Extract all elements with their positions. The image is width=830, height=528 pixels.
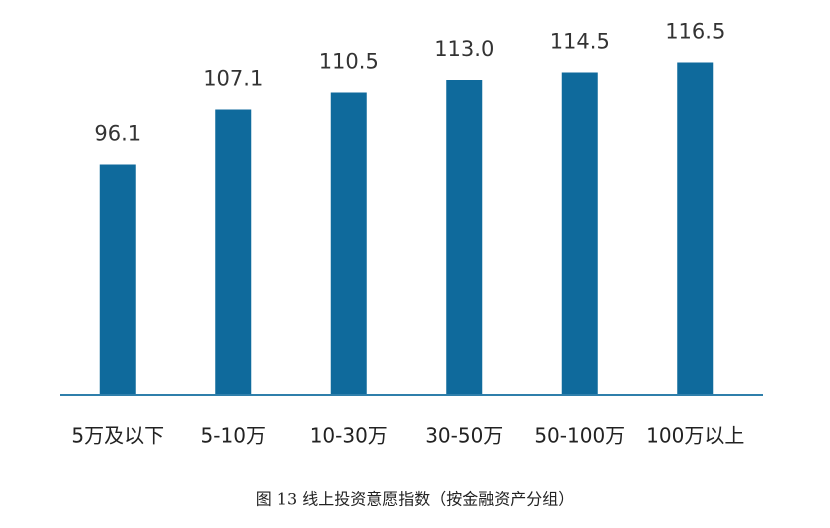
x-tick-label: 5-10万	[201, 424, 266, 448]
x-tick-label: 10-30万	[310, 424, 388, 448]
x-tick-label: 50-100万	[534, 424, 625, 448]
value-label: 116.5	[665, 20, 725, 44]
bar	[677, 62, 714, 395]
bar	[561, 72, 598, 395]
bar	[99, 164, 136, 395]
x-tick-label: 5万及以下	[71, 424, 164, 448]
value-label: 96.1	[94, 122, 141, 146]
bar	[446, 80, 483, 395]
x-tick-label: 30-50万	[425, 424, 503, 448]
value-label: 107.1	[203, 67, 263, 91]
value-label: 113.0	[434, 37, 494, 61]
value-label: 114.5	[550, 30, 610, 54]
bar	[215, 109, 252, 395]
value-label: 110.5	[319, 50, 379, 74]
x-tick-label: 100万以上	[646, 424, 744, 448]
chart-title: 图 13 线上投资意愿指数（按金融资产分组）	[256, 490, 575, 509]
bar	[330, 92, 367, 395]
